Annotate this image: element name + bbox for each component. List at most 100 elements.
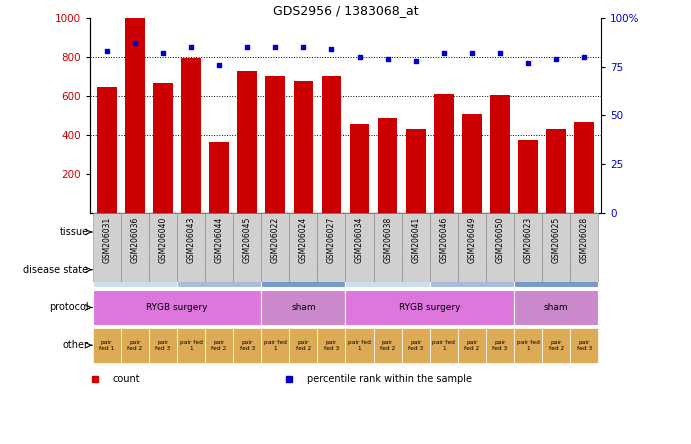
Bar bbox=[542, 213, 570, 282]
Bar bbox=[434, 94, 454, 213]
Bar bbox=[233, 328, 261, 363]
Bar bbox=[490, 95, 510, 213]
Bar bbox=[321, 76, 341, 213]
Bar bbox=[181, 58, 201, 213]
Text: GSM206050: GSM206050 bbox=[495, 217, 504, 263]
Text: sham: sham bbox=[291, 303, 316, 312]
Text: GSM206024: GSM206024 bbox=[299, 217, 308, 263]
Point bbox=[214, 61, 225, 68]
Bar bbox=[125, 18, 144, 213]
Text: GSM206036: GSM206036 bbox=[131, 217, 140, 263]
Text: GSM206028: GSM206028 bbox=[580, 217, 589, 263]
Bar bbox=[121, 328, 149, 363]
Bar bbox=[317, 328, 346, 363]
Bar bbox=[346, 213, 374, 282]
Bar bbox=[233, 213, 261, 282]
Bar bbox=[458, 213, 486, 282]
Bar bbox=[290, 328, 317, 363]
Text: GSM206049: GSM206049 bbox=[467, 217, 476, 263]
Text: subcutaneous abdominal fat: subcutaneous abdominal fat bbox=[155, 227, 283, 237]
Bar bbox=[93, 328, 121, 363]
Bar bbox=[261, 290, 346, 325]
Bar bbox=[177, 252, 261, 287]
Point bbox=[551, 55, 562, 62]
Bar bbox=[261, 252, 346, 287]
Text: RYGB surgery: RYGB surgery bbox=[399, 303, 460, 312]
Bar bbox=[346, 290, 514, 325]
Bar bbox=[514, 252, 598, 287]
Point bbox=[522, 59, 533, 66]
Text: pair
fed 1: pair fed 1 bbox=[99, 340, 114, 351]
Point bbox=[269, 44, 281, 51]
Point bbox=[382, 55, 393, 62]
Bar bbox=[149, 328, 177, 363]
Bar bbox=[574, 122, 594, 213]
Bar bbox=[93, 213, 121, 282]
Bar bbox=[486, 328, 514, 363]
Bar bbox=[514, 213, 542, 282]
Text: percentile rank within the sample: percentile rank within the sample bbox=[307, 374, 472, 384]
Point bbox=[101, 48, 112, 55]
Bar bbox=[261, 213, 290, 282]
Bar bbox=[121, 213, 149, 282]
Text: weight lost: weight lost bbox=[447, 265, 497, 274]
Bar bbox=[401, 213, 430, 282]
Text: weight regained: weight regained bbox=[351, 265, 424, 274]
Bar bbox=[486, 213, 514, 282]
Text: GSM206023: GSM206023 bbox=[524, 217, 533, 263]
Bar bbox=[346, 328, 374, 363]
Text: weight regained: weight regained bbox=[98, 265, 171, 274]
Bar bbox=[97, 87, 117, 213]
Bar bbox=[378, 118, 397, 213]
Bar bbox=[458, 328, 486, 363]
Text: pair
fed 2: pair fed 2 bbox=[380, 340, 395, 351]
Point bbox=[185, 44, 196, 51]
Text: control: control bbox=[287, 265, 319, 274]
Text: pair fed
1: pair fed 1 bbox=[264, 340, 287, 351]
Text: pair fed
1: pair fed 1 bbox=[180, 340, 202, 351]
Point bbox=[495, 49, 506, 56]
Bar bbox=[209, 142, 229, 213]
Text: hypothalamus: hypothalamus bbox=[439, 227, 504, 237]
Text: disease state: disease state bbox=[23, 265, 88, 275]
Bar bbox=[430, 328, 458, 363]
Text: GSM206043: GSM206043 bbox=[187, 217, 196, 263]
Bar bbox=[406, 129, 426, 213]
Bar bbox=[205, 213, 233, 282]
Text: other: other bbox=[62, 340, 88, 350]
Bar bbox=[317, 213, 346, 282]
Bar bbox=[542, 328, 570, 363]
Bar bbox=[570, 213, 598, 282]
Text: GSM206022: GSM206022 bbox=[271, 217, 280, 263]
Text: protocol: protocol bbox=[49, 302, 88, 313]
Text: GSM206046: GSM206046 bbox=[439, 217, 448, 263]
Text: pair
fed 3: pair fed 3 bbox=[324, 340, 339, 351]
Bar bbox=[177, 213, 205, 282]
Bar bbox=[430, 213, 458, 282]
Text: pair fed
1: pair fed 1 bbox=[517, 340, 540, 351]
Bar bbox=[261, 328, 290, 363]
Bar bbox=[374, 213, 401, 282]
Text: pair
fed 3: pair fed 3 bbox=[577, 340, 592, 351]
Text: sham: sham bbox=[544, 303, 569, 312]
Text: RYGB surgery: RYGB surgery bbox=[146, 303, 208, 312]
Bar bbox=[153, 83, 173, 213]
Bar bbox=[570, 328, 598, 363]
Text: pair
fed 2: pair fed 2 bbox=[296, 340, 311, 351]
Text: pair
fed 2: pair fed 2 bbox=[211, 340, 227, 351]
Text: pair
fed 3: pair fed 3 bbox=[155, 340, 171, 351]
Bar bbox=[514, 290, 598, 325]
Text: GSM206044: GSM206044 bbox=[215, 217, 224, 263]
Text: GSM206027: GSM206027 bbox=[327, 217, 336, 263]
Bar bbox=[346, 252, 430, 287]
Bar bbox=[401, 328, 430, 363]
Point bbox=[298, 44, 309, 51]
Bar bbox=[547, 129, 566, 213]
Bar bbox=[205, 328, 233, 363]
Point bbox=[129, 40, 140, 47]
Text: pair
fed 3: pair fed 3 bbox=[240, 340, 255, 351]
Bar bbox=[177, 328, 205, 363]
Point bbox=[579, 53, 590, 60]
Text: GSM206041: GSM206041 bbox=[411, 217, 420, 263]
Bar bbox=[93, 252, 177, 287]
